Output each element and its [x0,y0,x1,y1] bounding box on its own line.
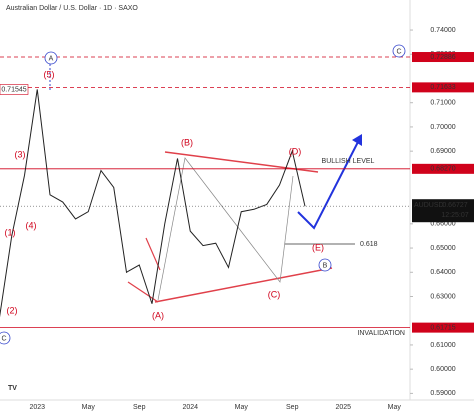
level-tag [412,163,474,174]
arrow-head [352,134,362,146]
wave-label: (C) [268,289,281,299]
y-tick-label: 0.74000 [430,27,455,34]
wave-label: (A) [152,310,164,320]
y-tick-label: 0.59000 [430,390,455,397]
level-label: 0.61715 [430,324,455,331]
last-price-label: 0.66727 [442,202,467,209]
y-tick-label: 0.71000 [430,100,455,107]
y-tick-label: 0.60000 [430,366,455,373]
level-label: 0.71633 [430,84,455,91]
level-tag [412,82,474,93]
y-tick-label: 0.70000 [430,124,455,131]
chart-title: Australian Dollar / U.S. Dollar · 1D · S… [6,5,138,12]
circle-label: C [1,335,6,342]
logo [5,382,27,394]
x-tick-label: 2025 [335,404,351,411]
y-tick-label: 0.65000 [430,245,455,252]
symbol: AUDUSD [414,202,444,209]
circle-label: A [49,55,54,62]
wave-label: (D) [289,146,302,156]
wave-label: (1) [5,227,16,237]
circle-label: B [323,262,328,269]
peak-tag [0,84,29,95]
level-label: 0.68270 [430,166,455,173]
wave-circle [0,331,11,345]
y-tick-label: 0.66000 [430,221,455,228]
level-tag [412,52,474,63]
peak-label: 0.71545 [1,86,26,93]
y-tick-label: 0.63000 [430,293,455,300]
level-label: 0.72886 [430,54,455,61]
annotation: INVALIDATION [357,330,405,337]
wave-label: (5) [44,69,55,79]
logo-text: TV [8,385,17,392]
x-tick-label: May [82,404,96,411]
countdown: 12:25:07 [441,212,468,219]
wave-circle [392,44,406,58]
circle-label: C [396,48,401,55]
price-line [0,89,306,318]
wave-label: (E) [312,242,324,252]
last-price-tag [412,199,474,223]
wave-label: (3) [15,149,26,159]
x-tick-label: 2023 [29,404,45,411]
level-tag [412,322,474,333]
wave-label: (4) [26,220,37,230]
wave-label: (2) [7,305,18,315]
x-tick-label: 2024 [182,404,198,411]
triangle-lower [154,267,333,303]
wave-path [157,157,294,301]
y-tick-label: 0.61000 [430,342,455,349]
annotation: BULLISH LEVEL [322,158,375,165]
annotation: 0.618 [360,241,378,248]
y-tick-label: 0.64000 [430,269,455,276]
y-tick-label: 0.69000 [430,148,455,155]
x-tick-label: Sep [286,404,299,411]
x-tick-label: May [388,404,402,411]
wave-circle [44,51,58,65]
projection [297,137,361,230]
x-tick-label: Sep [133,404,146,411]
wave-circle [318,258,332,272]
x-tick-label: May [235,404,249,411]
wave-label: (B) [181,137,193,147]
trend-line [145,237,161,271]
